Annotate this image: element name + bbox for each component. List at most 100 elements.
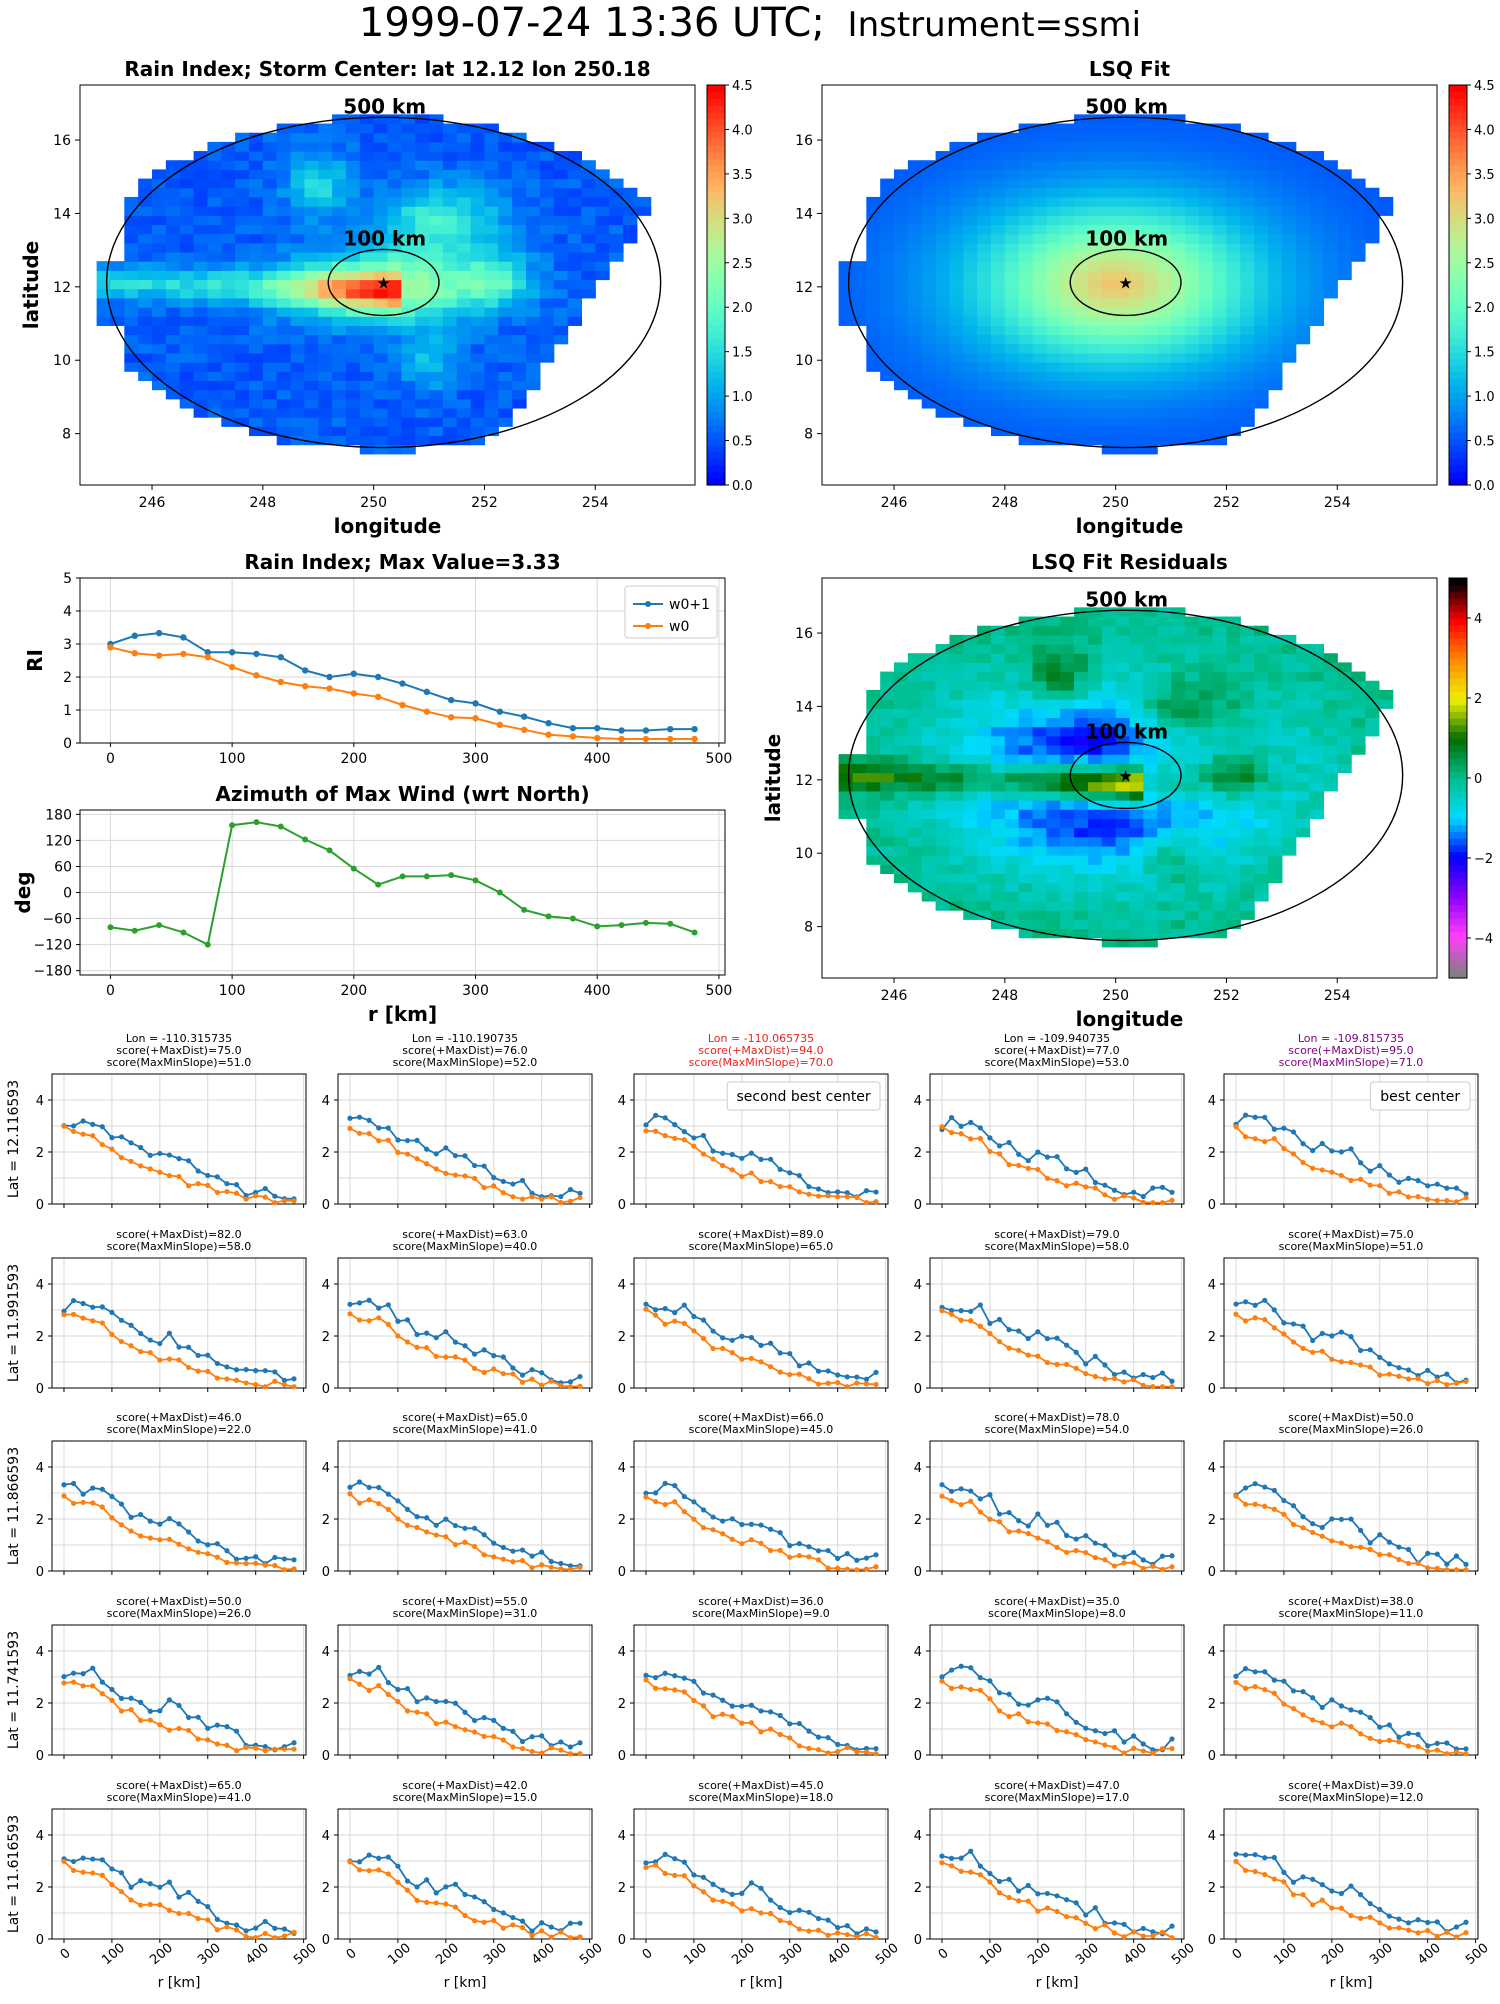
grid-cell-0-2-point — [682, 1137, 687, 1142]
grid-cell-3-3-point — [1112, 1728, 1117, 1733]
rain_index_profile-point — [205, 654, 211, 660]
grid-cell-4-3-point — [1160, 1930, 1165, 1935]
score-maxdist-label: score(+MaxDist)=89.0 — [698, 1228, 823, 1241]
grid-cell-3-4-point — [1358, 1710, 1363, 1715]
grid-cell-4-2-point — [806, 1910, 811, 1915]
grid-cell-3-2-point — [778, 1732, 783, 1737]
grid-cell-1-3-point — [987, 1331, 992, 1336]
grid-cell-2-4-point — [1463, 1562, 1468, 1567]
grid-cell-1-0-point — [234, 1367, 239, 1372]
grid-cell-4-4-point — [1243, 1852, 1248, 1857]
lsq_residuals_map-ytick: 12 — [795, 773, 813, 789]
grid-cell-1-0-point — [272, 1379, 277, 1384]
grid-cell-0-1-point — [462, 1153, 467, 1158]
azimuth_profile-point — [424, 873, 430, 879]
grid-cell-2-2-point — [835, 1566, 840, 1571]
grid-cell-0-1-point — [558, 1194, 563, 1199]
grid-cell-2-4-point — [1444, 1562, 1449, 1567]
grid-cell-2-2-point — [739, 1541, 744, 1546]
score-slope-label: score(MaxMinSlope)=31.0 — [393, 1607, 538, 1620]
score-slope-label: score(MaxMinSlope)=11.0 — [1279, 1607, 1424, 1620]
grid-cell-4-2-point — [749, 1906, 754, 1911]
grid-cell-0-2-point — [816, 1194, 821, 1199]
ytick-label: 0 — [914, 1749, 922, 1764]
lsq_residuals_map-xlabel: longitude — [1076, 1007, 1184, 1031]
rain_index_profile-point — [594, 725, 600, 731]
grid-cell-0-1-point — [357, 1115, 362, 1120]
grid-cell-2-0-point — [176, 1521, 181, 1526]
grid-cell-4-3-point — [1093, 1905, 1098, 1910]
grid-cell-2-2-point — [749, 1537, 754, 1542]
xtick-label: 0 — [344, 1946, 360, 1963]
grid-cell-4-0-point — [234, 1927, 239, 1932]
lsq_fit_map-colorbar-tick: 1.5 — [1474, 346, 1495, 361]
grid-cell-4-0-point — [128, 1897, 133, 1902]
grid-cell-1-0-point — [196, 1369, 201, 1374]
rain_index_profile-point — [399, 702, 405, 708]
grid-cell-0-0-point — [61, 1124, 66, 1129]
grid-cell-2-3-point — [1006, 1510, 1011, 1515]
azimuth_profile-point — [692, 929, 698, 935]
grid-cell-4-1-point — [462, 1892, 467, 1897]
score-slope-label: score(MaxMinSlope)=70.0 — [689, 1056, 834, 1069]
grid-cell-1-1-point — [520, 1373, 525, 1378]
grid-cell-1-2-point — [643, 1307, 648, 1312]
grid-cell-4-4-series-0 — [1236, 1854, 1466, 1932]
grid-cell-2-3-point — [987, 1517, 992, 1522]
grid-cell-3-3-frame — [930, 1625, 1184, 1755]
grid-cell-0-1-point — [434, 1151, 439, 1156]
rain_index_map-xtick: 254 — [582, 495, 609, 511]
grid-cell-1-2-point — [778, 1350, 783, 1355]
grid-cell-2-4-point — [1291, 1503, 1296, 1508]
grid-cell-0-4-point — [1444, 1186, 1449, 1191]
azimuth_profile-point — [107, 924, 113, 930]
grid-cell-0-3-point — [997, 1143, 1002, 1148]
grid-cell-4-0-point — [138, 1903, 143, 1908]
score-slope-label: score(MaxMinSlope)=51.0 — [107, 1056, 252, 1069]
grid-cell-4-2-point — [739, 1891, 744, 1896]
grid-cell-2-1-point — [376, 1485, 381, 1490]
grid-cell-0-4-point — [1463, 1195, 1468, 1200]
grid-cell-0-1-point — [347, 1126, 352, 1131]
grid-cell-3-0-point — [109, 1687, 114, 1692]
grid-cell-4-3-point — [949, 1863, 954, 1868]
grid-cell-2-0-point — [128, 1528, 133, 1533]
ytick-label: 2 — [618, 1513, 626, 1528]
grid-cell-2-0-point — [61, 1493, 66, 1498]
ytick-label: 4 — [1208, 1461, 1216, 1476]
grid-cell-3-0-point — [61, 1674, 66, 1679]
lsq_fit_map-xtick: 248 — [991, 495, 1018, 511]
score-maxdist-label: score(+MaxDist)=55.0 — [402, 1595, 527, 1608]
grid-cell-0-3-point — [1131, 1190, 1136, 1195]
grid-cell-1-2-point — [845, 1384, 850, 1389]
grid-cell-3-0-point — [71, 1671, 76, 1676]
grid-cell-0-0-point — [205, 1183, 210, 1188]
grid-cell-1-0-point — [176, 1357, 181, 1362]
ytick-label: 0 — [618, 1565, 626, 1580]
grid-cell-4-1-point — [510, 1915, 515, 1920]
azimuth_profile-point — [253, 819, 259, 825]
grid-cell-0-2-point — [768, 1179, 773, 1184]
ytick-label: 4 — [322, 1829, 330, 1844]
rain_index_profile-point — [278, 679, 284, 685]
grid-cell-4-1-point — [395, 1880, 400, 1885]
grid-cell-0-1-point — [386, 1125, 391, 1130]
grid-cell-4-4-point — [1320, 1898, 1325, 1903]
grid-cell-3-3-point — [1045, 1721, 1050, 1726]
grid-cell-4-0-point — [263, 1931, 268, 1936]
grid-cell-3-3-point — [1121, 1739, 1126, 1744]
grid-cell-4-4-point — [1358, 1892, 1363, 1897]
rain_index_map-center-star: ★ — [376, 273, 390, 292]
grid-cell-1-2-point — [825, 1381, 830, 1386]
grid-cell-0-2-point — [797, 1189, 802, 1194]
grid-cell-4-0-point — [253, 1926, 258, 1931]
grid-cell-4-1-point — [568, 1921, 573, 1926]
grid-cell-1-3-point — [997, 1317, 1002, 1322]
grid-cell-3-3-point — [1102, 1731, 1107, 1736]
grid-cell-0-4-point — [1377, 1183, 1382, 1188]
grid-cell-1-0-point — [196, 1353, 201, 1358]
grid-cell-1-2-point — [806, 1360, 811, 1365]
grid-cell-0-3-point — [1093, 1185, 1098, 1190]
